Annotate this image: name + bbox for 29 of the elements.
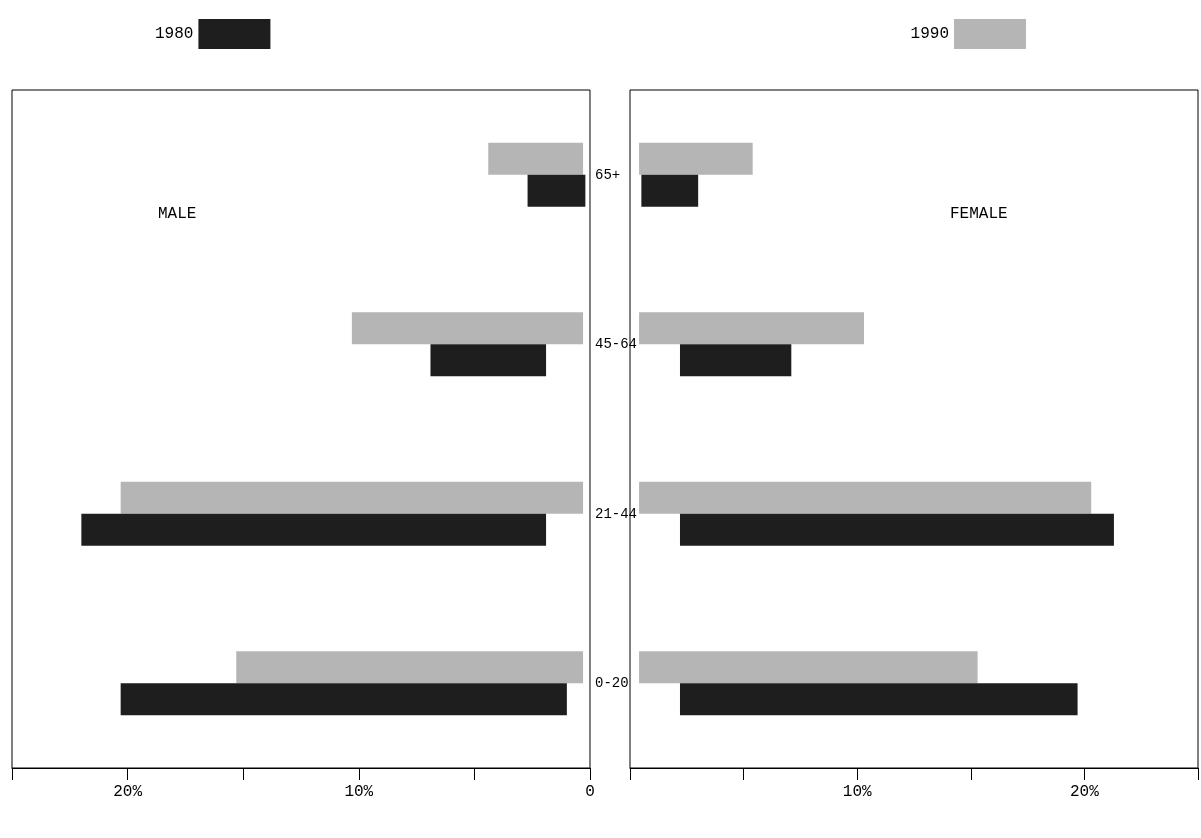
- y-tick-label: 0-20: [594, 675, 629, 692]
- bar: [639, 651, 978, 684]
- bar: [679, 513, 1114, 546]
- bar: [641, 174, 699, 207]
- bar: [120, 481, 584, 514]
- x-tick-label: 20%: [1069, 783, 1100, 801]
- bar: [351, 312, 584, 345]
- annotation: FEMALE: [950, 205, 1008, 223]
- x-tick-label: 10%: [344, 783, 374, 801]
- legend-label: 1980: [155, 25, 194, 43]
- x-tick-label: 10%: [842, 783, 872, 801]
- annotation: MALE: [158, 205, 197, 223]
- bar: [679, 344, 792, 377]
- x-tick-label: 0: [585, 783, 595, 801]
- bar: [639, 312, 865, 345]
- bar: [527, 174, 586, 207]
- bar: [488, 142, 584, 175]
- bar: [679, 683, 1078, 716]
- bar: [236, 651, 584, 684]
- x-tick-label: 20%: [113, 783, 143, 801]
- y-tick-label: 45-64: [594, 336, 638, 353]
- y-tick-label: 65+: [594, 166, 621, 183]
- legend-label: 1990: [910, 25, 949, 43]
- bar: [430, 344, 547, 377]
- bar: [639, 481, 1092, 514]
- bar: [81, 513, 547, 546]
- bar: [120, 683, 567, 716]
- y-tick-label: 21-44: [594, 505, 638, 522]
- bar: [639, 142, 753, 175]
